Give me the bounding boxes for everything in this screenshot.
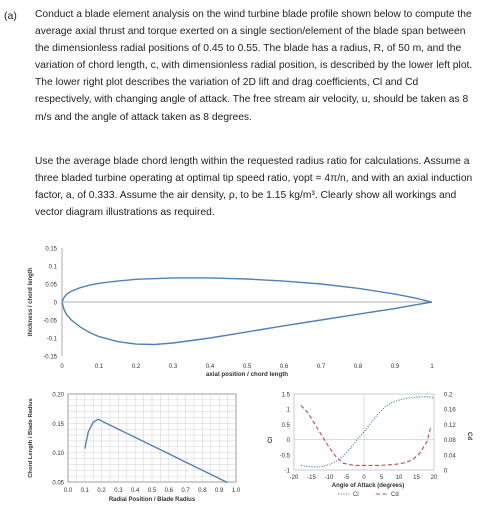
question-paragraph-2: Use the average blade chord length withi…	[35, 156, 473, 219]
x-tick-label: 0.5	[148, 488, 157, 494]
x-tick-label: 0.8	[354, 364, 363, 370]
x-tick-label: 15	[413, 475, 420, 481]
chord-length-line	[84, 418, 228, 484]
chord-length-chart: 0.20 0.15 0.10 0.050.0 0.1 0.2 0.3 0.4 0.5 0.6 0.7…	[28, 393, 241, 504]
airfoil-profile-chart: 0.150.10.050-0.05-0.1-0.150 0.1 0.2 0.3 0.4 0…	[28, 247, 434, 379]
question-label: (a)	[4, 10, 17, 22]
x-tick-label: 0.3	[169, 364, 178, 370]
x-tick-label: 10	[396, 475, 403, 481]
y-tick-label-left: 0.5	[282, 423, 291, 429]
x-tick-label: 20	[431, 475, 438, 481]
x-tick-label: 5	[380, 475, 384, 481]
x-tick-label: 0.2	[97, 488, 106, 494]
x-tick-label: 0.1	[81, 488, 90, 494]
lift-drag-coefficient-chart: 1.5 1 0.5 0 -0.5 -1 0.2 0.16 0.12 0.08 0.04 0 -20 -15…	[268, 393, 472, 499]
x-tick-label: 0	[60, 364, 64, 370]
y-axis-label-right: Cd	[466, 432, 472, 440]
cd-series-line	[300, 405, 432, 466]
x-axis-label: Angle of Attack (degrees)	[332, 483, 404, 489]
x-tick-label: 0	[362, 475, 366, 481]
x-tick-label: -20	[290, 475, 299, 481]
x-tick-label: 0.9	[391, 364, 400, 370]
y-tick-label-right: 0.04	[444, 453, 456, 459]
y-tick-label: -0.05	[43, 319, 57, 325]
question-paragraph-1: Conduct a blade element analysis on the …	[35, 9, 473, 123]
x-tick-label: 0.7	[181, 488, 190, 494]
x-tick-label: 1	[430, 364, 434, 370]
x-tick-label: 0.8	[198, 488, 207, 494]
x-tick-label: 1.0	[232, 488, 241, 494]
x-tick-label: 0.3	[114, 488, 123, 494]
y-tick-label-left: 1.5	[282, 393, 291, 399]
legend-cd-label: Cd	[391, 492, 399, 498]
y-tick-label: 0.05	[52, 481, 64, 487]
y-tick-label-right: 0.2	[444, 393, 453, 399]
x-axis-label: axial position / chord length	[206, 371, 288, 378]
y-tick-label: 0.15	[45, 247, 57, 253]
x-tick-label: 0.6	[280, 364, 289, 370]
x-tick-label: 0.2	[132, 364, 141, 370]
x-tick-label: 0.5	[243, 364, 252, 370]
y-tick-label: -0.1	[47, 337, 58, 343]
x-tick-label: 0.1	[95, 364, 104, 370]
x-tick-label: 0.9	[215, 488, 224, 494]
y-tick-label-right: 0.12	[444, 423, 456, 429]
legend-cl-label: Cl	[353, 492, 359, 498]
x-tick-label: 0.4	[206, 364, 215, 370]
x-tick-label: 0.7	[317, 364, 326, 370]
x-tick-label: 0.0	[64, 488, 73, 494]
y-tick-label-right: 0.08	[444, 438, 456, 444]
y-axis-label: Chord Length / Blade Radius	[28, 398, 34, 478]
y-axis-label-left: Cl	[268, 437, 274, 443]
y-tick-label: 0.05	[45, 283, 57, 289]
y-tick-label-right: 0	[444, 469, 448, 475]
y-tick-label-left: -1	[285, 469, 291, 475]
y-tick-label-left: 0	[287, 438, 291, 444]
x-tick-label: 0.4	[131, 488, 140, 494]
y-tick-label: 0	[54, 301, 58, 307]
airfoil-lower-surface	[61, 301, 433, 346]
y-tick-label-left: 1	[287, 408, 291, 414]
y-tick-label: 0.20	[52, 393, 64, 399]
y-tick-label-left: -0.5	[280, 453, 291, 459]
y-tick-label-right: 0.16	[444, 408, 456, 414]
y-tick-label: 0.1	[49, 265, 58, 271]
y-tick-label: 0.10	[52, 451, 64, 457]
airfoil-upper-surface	[61, 277, 433, 303]
cl-series-line	[300, 396, 435, 468]
x-tick-label: -10	[325, 475, 334, 481]
y-tick-label: 0.15	[52, 422, 64, 428]
x-tick-label: 0.6	[165, 488, 174, 494]
x-axis-label: Radial Position / Blade Radius	[109, 497, 196, 503]
y-axis-label: thickness / chord length	[28, 267, 34, 336]
x-tick-label: -5	[344, 475, 350, 481]
x-tick-label: -15	[307, 475, 316, 481]
y-tick-label: -0.15	[43, 355, 57, 361]
